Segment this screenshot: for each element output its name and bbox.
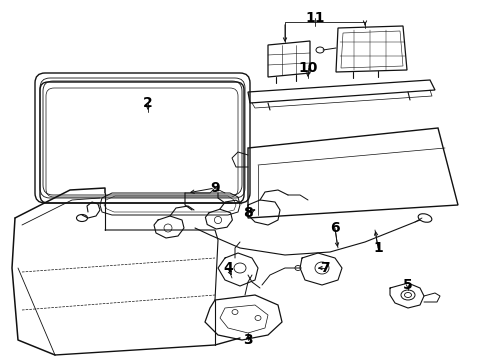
Text: 3: 3 [243, 333, 253, 347]
Text: 9: 9 [210, 181, 220, 195]
Text: 8: 8 [243, 206, 253, 220]
Text: 5: 5 [403, 278, 413, 292]
Text: 2: 2 [143, 96, 153, 110]
Text: 1: 1 [373, 241, 383, 255]
Text: 10: 10 [298, 61, 318, 75]
Text: 11: 11 [305, 11, 325, 25]
Text: 7: 7 [320, 261, 330, 275]
Text: 6: 6 [330, 221, 340, 235]
Text: 4: 4 [223, 261, 233, 275]
